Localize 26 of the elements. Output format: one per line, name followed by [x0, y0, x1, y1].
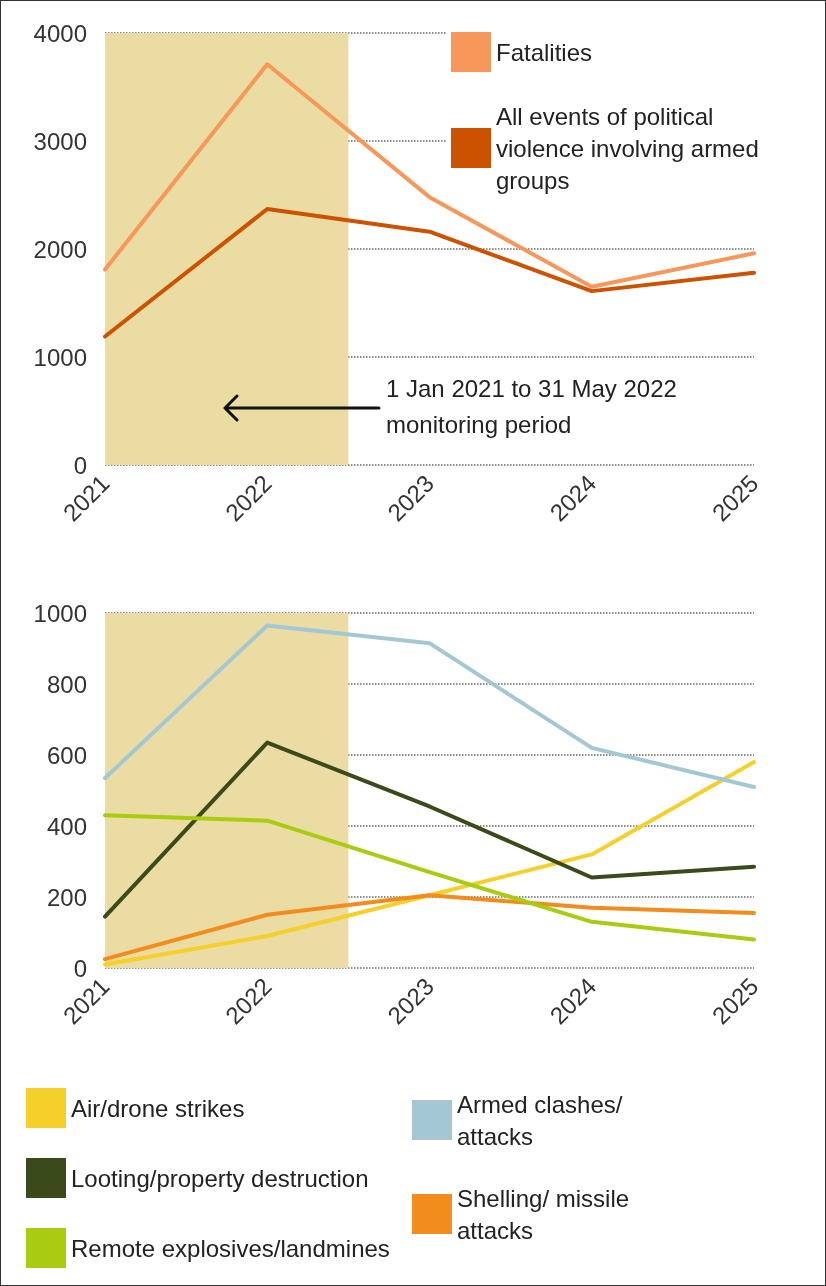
y-tick-label: 0	[73, 954, 87, 982]
y-tick-label: 1000	[33, 599, 87, 627]
y-tick-label: 3000	[33, 127, 87, 155]
legend-label: Air/drone strikes	[71, 1094, 245, 1122]
legend-label: Looting/property destruction	[71, 1164, 369, 1192]
annotation: 1 Jan 2021 to 31 May 2022 monitoring period	[386, 374, 678, 440]
legend-label: All events of political violence involving armed groups	[496, 102, 766, 194]
y-tick-label: 400	[46, 812, 87, 840]
line-series	[103, 62, 756, 289]
y-tick-label: 4000	[33, 19, 87, 47]
line-series	[103, 623, 756, 789]
legend-label: Remote explosives/landmines	[71, 1234, 390, 1262]
y-tick-label: 800	[46, 670, 87, 698]
y-tick-label: 1000	[33, 343, 87, 371]
legend-label: Shelling/ missile attacks	[457, 1184, 636, 1244]
y-tick-label: 200	[46, 883, 87, 911]
line-series	[103, 760, 756, 967]
y-tick-label: 600	[46, 741, 87, 769]
legend-label: Armed clashes/attacks	[457, 1090, 623, 1150]
line-series	[103, 893, 756, 962]
legend-label: Fatalities	[496, 38, 593, 66]
line-series	[103, 813, 756, 942]
y-tick-label: 0	[73, 451, 87, 479]
line-series	[103, 207, 756, 339]
y-tick-label: 2000	[33, 235, 87, 263]
line-series	[103, 740, 756, 919]
